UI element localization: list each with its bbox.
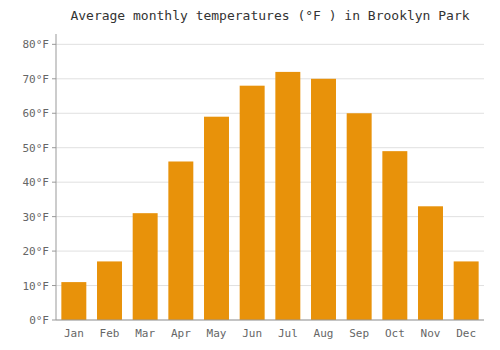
- y-tick-label: 40°F: [23, 176, 50, 189]
- bar: [311, 79, 336, 320]
- x-tick-label: Sep: [349, 327, 369, 340]
- x-tick-label: Jun: [242, 327, 262, 340]
- y-tick: [52, 216, 56, 217]
- bar: [133, 213, 158, 320]
- y-tick: [52, 320, 56, 321]
- bar: [97, 261, 122, 320]
- x-tick-label: Mar: [135, 327, 155, 340]
- x-tick-label: Nov: [421, 327, 441, 340]
- chart-svg: Average monthly temperatures (°F ) in Br…: [0, 0, 500, 350]
- chart-container: Average monthly temperatures (°F ) in Br…: [0, 0, 500, 350]
- y-tick-label: 30°F: [23, 211, 50, 224]
- x-tick-label: Jul: [278, 327, 298, 340]
- grid-line: [56, 147, 484, 148]
- bar: [168, 161, 193, 320]
- y-tick-label: 10°F: [23, 280, 50, 293]
- y-tick: [52, 44, 56, 45]
- bar: [382, 151, 407, 320]
- bar: [204, 117, 229, 320]
- y-axis-line: [56, 34, 57, 320]
- y-tick-label: 60°F: [23, 107, 50, 120]
- y-tick: [52, 147, 56, 148]
- grid-line: [56, 182, 484, 183]
- bar: [275, 72, 300, 320]
- bar: [61, 282, 86, 320]
- grid-line: [56, 113, 484, 114]
- y-tick-label: 50°F: [23, 142, 50, 155]
- grid-line: [56, 44, 484, 45]
- y-tick-label: 70°F: [23, 73, 50, 86]
- bars: [61, 72, 478, 320]
- x-tick-label: Jan: [64, 327, 84, 340]
- bar: [418, 206, 443, 320]
- x-axis-line: [56, 320, 484, 321]
- x-tick-label: Apr: [171, 327, 191, 340]
- x-tick-label: Aug: [314, 327, 334, 340]
- y-tick: [52, 113, 56, 114]
- bar: [240, 86, 265, 320]
- y-tick-label: 80°F: [23, 38, 50, 51]
- bar: [454, 261, 479, 320]
- y-tick: [52, 251, 56, 252]
- grid-line: [56, 320, 484, 321]
- chart-title: Average monthly temperatures (°F ) in Br…: [70, 8, 469, 23]
- y-tick: [52, 182, 56, 183]
- grid-line: [56, 78, 484, 79]
- x-tick-label: Dec: [456, 327, 476, 340]
- x-tick-label: Feb: [100, 327, 120, 340]
- y-tick: [52, 78, 56, 79]
- x-tick-label: May: [207, 327, 227, 340]
- y-tick-label: 0°F: [29, 314, 49, 327]
- bar: [347, 113, 372, 320]
- grid: [56, 44, 484, 320]
- x-tick-label: Oct: [385, 327, 405, 340]
- y-tick: [52, 285, 56, 286]
- y-tick-label: 20°F: [23, 245, 50, 258]
